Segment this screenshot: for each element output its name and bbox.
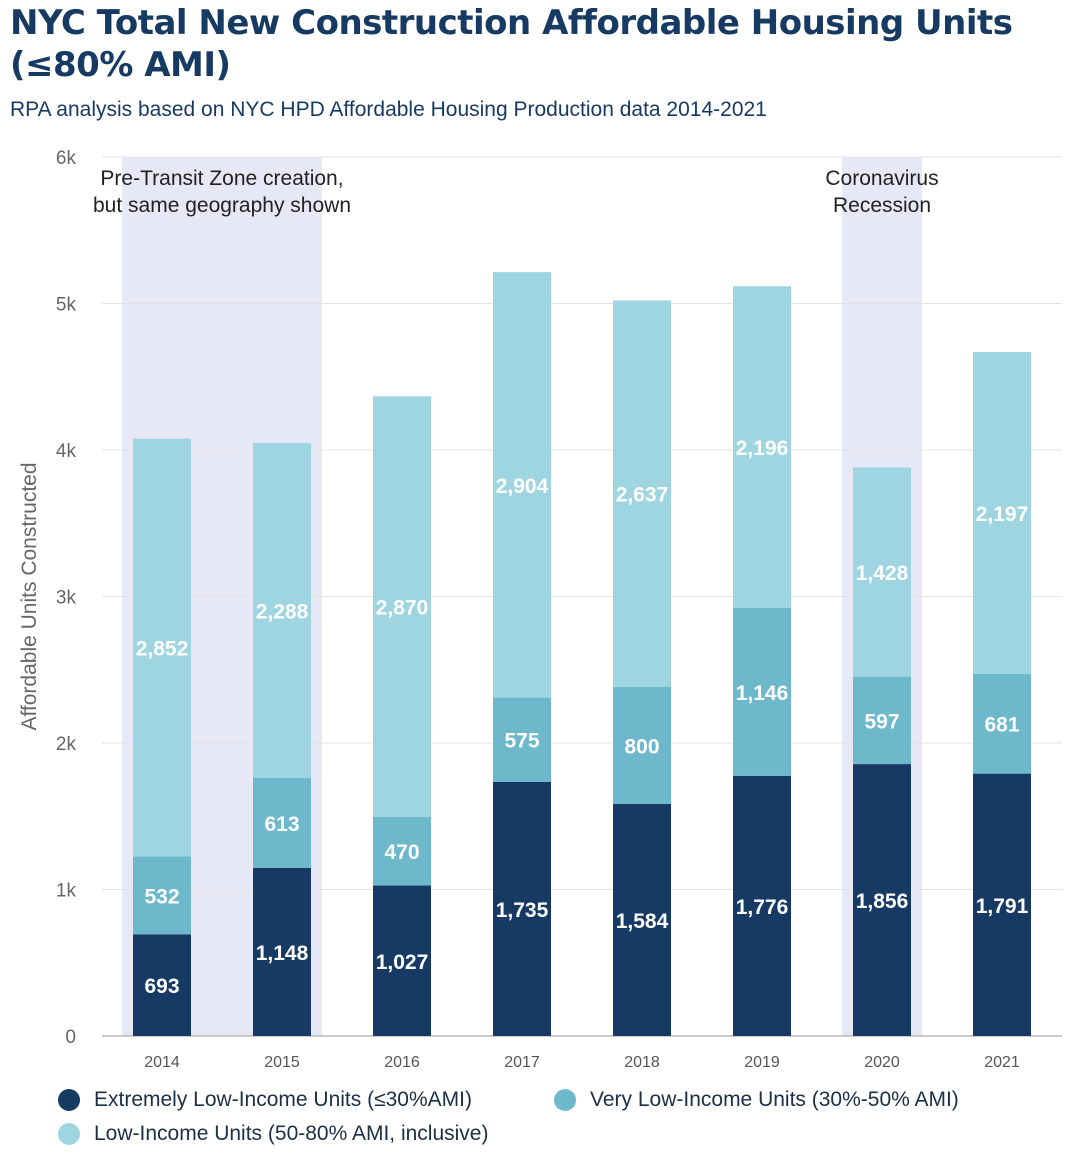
legend-swatch-very-low — [554, 1089, 576, 1111]
bar-2016-series-2 — [373, 396, 431, 817]
bar-2018-series-1 — [613, 686, 671, 804]
data-label-2016-series-2: 2,870 — [376, 596, 429, 619]
data-label-2020-series-1: 597 — [864, 710, 899, 733]
data-label-2017-series-1: 575 — [504, 730, 539, 753]
x-tick-label-2014: 2014 — [144, 1054, 180, 1071]
bar-2017-series-0 — [493, 781, 551, 1036]
data-label-2018-series-2: 2,637 — [616, 484, 669, 507]
x-tick-label-2018: 2018 — [624, 1054, 660, 1071]
bar-2015-series-0 — [253, 867, 311, 1036]
bar-2018-series-0 — [613, 803, 671, 1036]
data-label-2017-series-0: 1,735 — [496, 899, 549, 922]
data-label-2015-series-1: 613 — [264, 813, 299, 836]
data-label-2019-series-0: 1,776 — [736, 896, 789, 919]
legend-item-extremely-low[interactable]: Extremely Low-Income Units (≤30%AMI) — [58, 1088, 472, 1112]
x-tick-label-2017: 2017 — [504, 1054, 540, 1071]
bar-2020-series-2 — [853, 467, 911, 677]
bar-2021-series-2 — [973, 351, 1031, 674]
data-label-2014-series-0: 693 — [144, 975, 179, 998]
chart-title: NYC Total New Construction Affordable Ho… — [10, 3, 1013, 85]
bar-2019-series-2 — [733, 286, 791, 608]
data-label-2021-series-2: 2,197 — [976, 503, 1029, 526]
bar-2019-series-0 — [733, 775, 791, 1036]
bar-2015-series-1 — [253, 778, 311, 868]
x-tick-label-2020: 2020 — [864, 1054, 900, 1071]
data-label-2014-series-1: 532 — [144, 886, 179, 909]
x-tick-label-2015: 2015 — [264, 1054, 300, 1071]
bar-2015-series-2 — [253, 442, 311, 779]
data-label-2019-series-2: 2,196 — [736, 437, 789, 460]
bar-2016-series-0 — [373, 885, 431, 1036]
y-tick-label-3k: 3k — [56, 588, 77, 609]
data-label-2021-series-1: 681 — [984, 714, 1019, 737]
bar-2021-series-1 — [973, 673, 1031, 774]
x-tick-label-2019: 2019 — [744, 1054, 780, 1071]
bar-2014-series-2 — [133, 438, 191, 857]
highlight-band-1-label-1: Recession — [833, 194, 931, 217]
data-label-2014-series-2: 2,852 — [136, 638, 189, 661]
legend-label-low-income: Low-Income Units (50-80% AMI, inclusive) — [94, 1122, 489, 1145]
legend-swatch-extremely-low — [58, 1089, 80, 1111]
data-label-2015-series-2: 2,288 — [256, 600, 309, 623]
data-label-2016-series-1: 470 — [384, 841, 419, 864]
highlight-band-1-label-0: Coronavirus — [825, 167, 938, 190]
highlight-band-0-label-0: Pre-Transit Zone creation, — [100, 167, 343, 190]
y-tick-label-5k: 5k — [56, 295, 77, 316]
bar-2019-series-1 — [733, 607, 791, 776]
legend-label-very-low: Very Low-Income Units (30%-50% AMI) — [590, 1088, 959, 1111]
y-axis-label: Affordable Units Constructed — [18, 462, 41, 730]
bar-2018-series-2 — [613, 300, 671, 687]
stacked-bar-chart: Pre-Transit Zone creation, but same geogr… — [18, 148, 1062, 1071]
data-label-2021-series-0: 1,791 — [976, 895, 1029, 918]
highlight-band-0-label-1: but same geography shown — [93, 194, 351, 217]
bar-2020-series-1 — [853, 676, 911, 765]
data-label-2017-series-2: 2,904 — [496, 475, 549, 498]
data-label-2016-series-0: 1,027 — [376, 951, 429, 974]
bar-2014-series-1 — [133, 856, 191, 935]
y-tick-label-1k: 1k — [56, 881, 77, 902]
data-label-2020-series-0: 1,856 — [856, 890, 909, 913]
bar-2021-series-0 — [973, 773, 1031, 1036]
y-tick-label-2k: 2k — [56, 734, 77, 755]
data-label-2018-series-0: 1,584 — [616, 910, 669, 933]
chart-subtitle: RPA analysis based on NYC HPD Affordable… — [10, 98, 767, 121]
bar-2017-series-2 — [493, 272, 551, 698]
bar-2016-series-1 — [373, 816, 431, 886]
y-tick-label-4k: 4k — [56, 441, 77, 462]
legend-item-very-low[interactable]: Very Low-Income Units (30%-50% AMI) — [554, 1088, 959, 1112]
bar-2020-series-0 — [853, 764, 911, 1036]
bar-2017-series-1 — [493, 697, 551, 782]
data-label-2019-series-1: 1,146 — [736, 682, 789, 705]
x-tick-label-2021: 2021 — [984, 1054, 1020, 1071]
data-label-2020-series-2: 1,428 — [856, 562, 909, 585]
data-label-2015-series-0: 1,148 — [256, 942, 309, 965]
legend-swatch-low-income — [58, 1123, 80, 1145]
data-label-2018-series-1: 800 — [624, 735, 659, 758]
x-tick-label-2016: 2016 — [384, 1054, 420, 1071]
bar-2014-series-0 — [133, 934, 191, 1036]
y-tick-label-6k: 6k — [56, 148, 77, 169]
legend-label-extremely-low: Extremely Low-Income Units (≤30%AMI) — [94, 1088, 472, 1111]
y-tick-label-0: 0 — [65, 1027, 76, 1048]
legend-item-low-income[interactable]: Low-Income Units (50-80% AMI, inclusive) — [58, 1122, 488, 1146]
